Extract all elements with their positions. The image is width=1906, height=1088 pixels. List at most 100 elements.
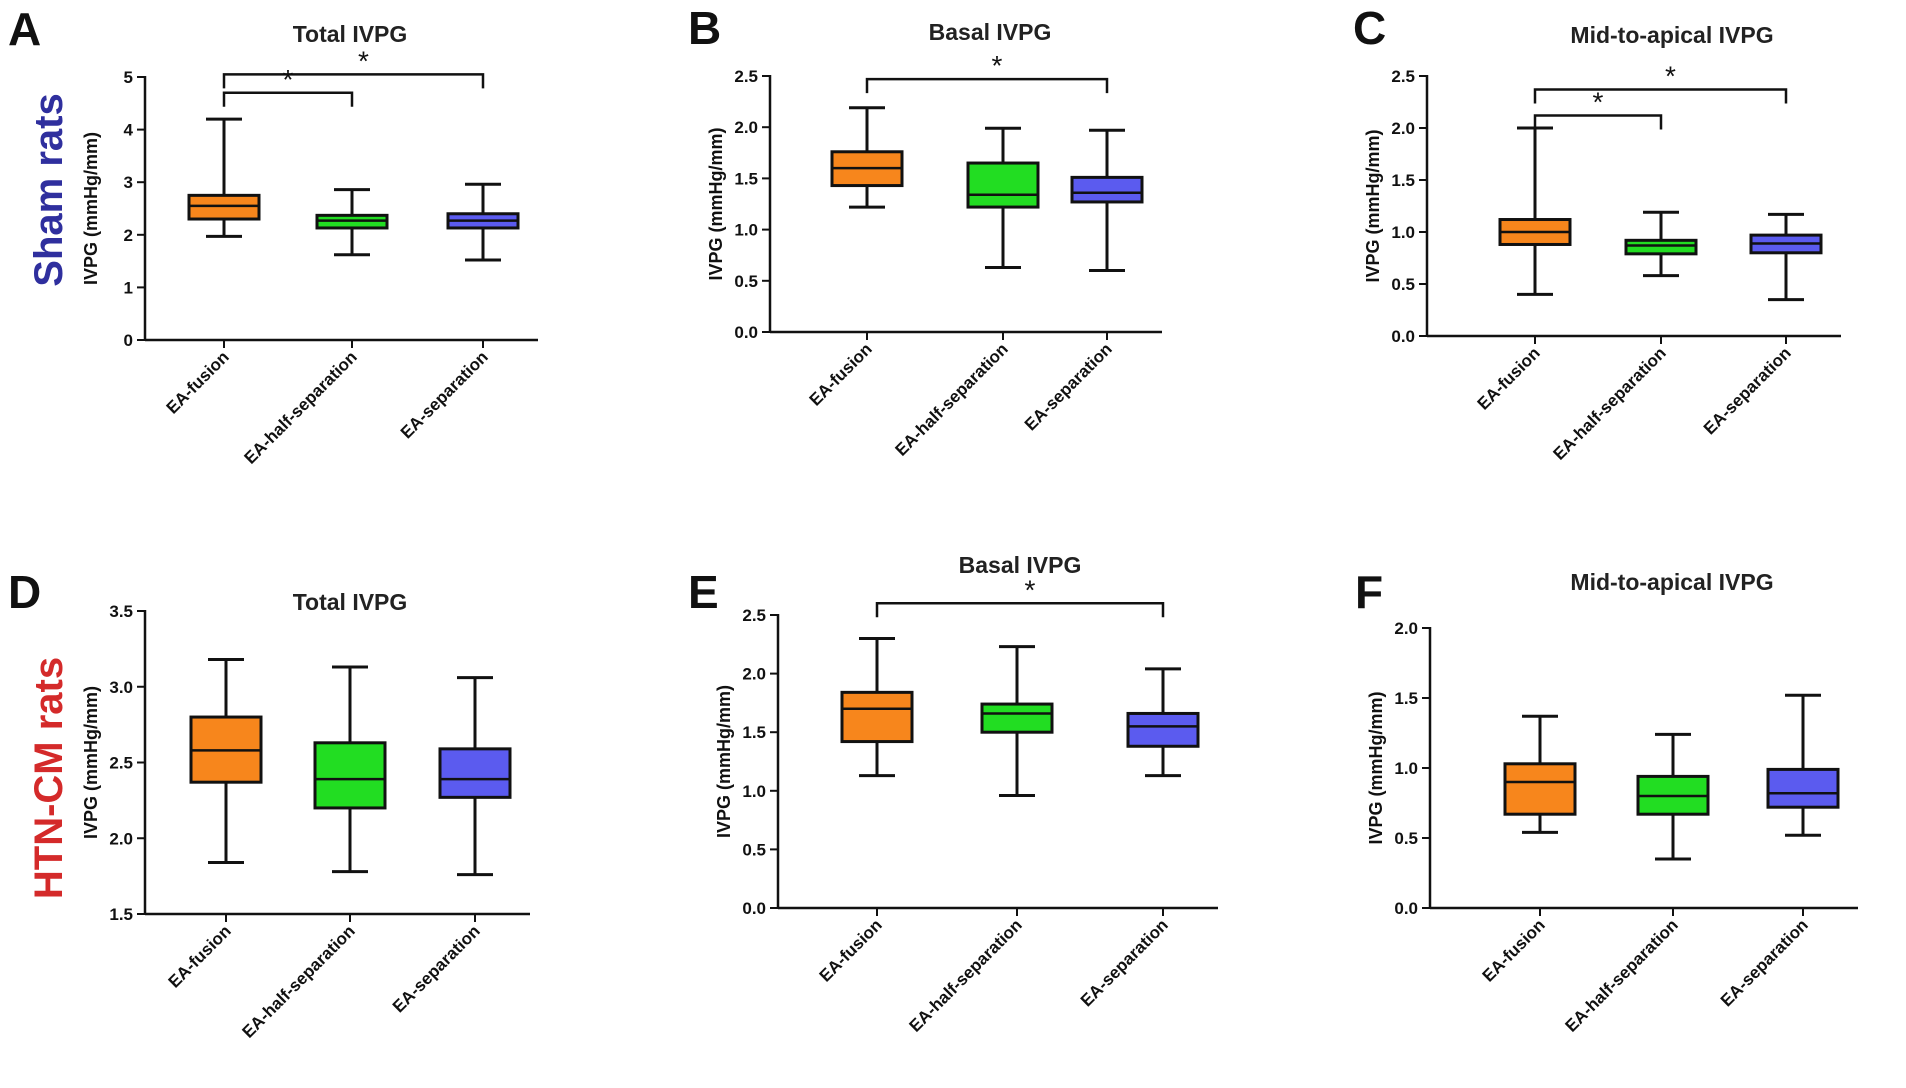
y-tick-label: 1.5: [734, 169, 758, 188]
panel-title: Basal IVPG: [929, 19, 1052, 45]
y-tick-label: 1.0: [734, 221, 758, 240]
x-tick-label: EA-half-separation: [1550, 343, 1670, 463]
y-tick-label: 1: [124, 278, 133, 297]
box-ea-half-separation: [1624, 238, 1698, 256]
y-tick-label: 0.5: [1394, 829, 1418, 848]
box-ea-half-separation: [313, 741, 387, 810]
y-axis-label: IVPG (mmHg/mm): [714, 685, 734, 838]
x-tick-label: EA-separation: [389, 921, 484, 1016]
x-tick-label: EA-fusion: [165, 921, 235, 991]
y-tick-label: 0.0: [734, 323, 758, 342]
box-ea-fusion: [1503, 762, 1577, 816]
panel-d: D Total IVPG IVPG (mmHg/mm) 1.5 2.0 2.5 3.0 3.5…: [8, 566, 530, 1042]
panel-letter: E: [688, 566, 719, 618]
y-tick-label: 2: [124, 226, 133, 245]
x-tick-label: EA-separation: [1717, 915, 1812, 1010]
y-tick-label: 1.5: [742, 723, 766, 742]
significance-star: *: [992, 50, 1003, 81]
y-tick-label: 2.0: [1391, 119, 1415, 138]
box-ea-separation: [1766, 767, 1840, 809]
y-axis-label: IVPG (mmHg/mm): [706, 127, 726, 280]
x-tick-label: EA-fusion: [1479, 915, 1549, 985]
x-tick-label: EA-half-separation: [1562, 915, 1682, 1035]
x-tick-label: EA-fusion: [806, 339, 876, 409]
x-tick-label: EA-fusion: [163, 347, 233, 417]
y-tick-label: 1.0: [742, 782, 766, 801]
y-tick-label: 0.5: [742, 840, 766, 859]
y-tick-label: 0.0: [742, 899, 766, 918]
y-axis-label: IVPG (mmHg/mm): [81, 686, 101, 839]
box-ea-separation: [438, 747, 512, 799]
panel-b: B Basal IVPG IVPG (mmHg/mm) 0.0 0.5 1.0 1.5 2.0…: [688, 2, 1162, 460]
y-tick-label: 1.5: [1391, 171, 1415, 190]
y-tick-label: 1.0: [1394, 759, 1418, 778]
x-tick-label: EA-separation: [1077, 915, 1172, 1010]
y-tick-label: 1.5: [109, 905, 133, 924]
significance-star: *: [283, 64, 294, 95]
significance-star: *: [1025, 574, 1036, 605]
y-tick-label: 2.5: [109, 754, 133, 773]
x-tick-label: EA-fusion: [816, 915, 886, 985]
panel-f: F Mid-to-apical IVPG IVPG (mmHg/mm) 0.0 0.5 1…: [1355, 566, 1858, 1036]
x-tick-label: EA-fusion: [1474, 343, 1544, 413]
y-tick-label: 2.5: [1391, 67, 1415, 86]
y-axis-label: IVPG (mmHg/mm): [1363, 129, 1383, 282]
y-tick-label: 2.0: [1394, 619, 1418, 638]
panel-c: C Mid-to-apical IVPG IVPG (mmHg/mm) 0.0 0.5 1…: [1353, 2, 1841, 464]
significance-star: *: [1593, 87, 1604, 118]
significance-bracket: [875, 602, 1165, 618]
significance-bracket: [865, 77, 1109, 94]
panel-a: A Total IVPG IVPG (mmHg/mm) 0 1 2 3 4 5 EA-fusion…: [8, 3, 538, 468]
panel-letter: F: [1355, 566, 1383, 618]
y-tick-label: 3.0: [109, 678, 133, 697]
panel-title: Mid-to-apical IVPG: [1570, 569, 1773, 595]
row-label-sham: Sham rats: [27, 93, 71, 286]
x-tick-label: EA-separation: [1021, 339, 1116, 434]
y-tick-label: 2.0: [109, 829, 133, 848]
y-tick-label: 3: [124, 173, 133, 192]
panel-letter: A: [8, 3, 41, 55]
x-tick-label: EA-separation: [397, 347, 492, 442]
y-tick-label: 0: [124, 331, 133, 350]
box-ea-half-separation: [980, 702, 1054, 734]
box-ea-fusion: [187, 193, 261, 221]
x-tick-label: EA-separation: [1700, 343, 1795, 438]
y-tick-label: 5: [124, 68, 133, 87]
panel-letter: C: [1353, 2, 1386, 54]
box-ea-half-separation: [966, 161, 1040, 209]
y-tick-label: 0.5: [734, 272, 758, 291]
y-tick-label: 0.0: [1394, 899, 1418, 918]
y-axis-label: IVPG (mmHg/mm): [1366, 691, 1386, 844]
y-tick-label: 0.5: [1391, 275, 1415, 294]
significance-bracket: [222, 73, 485, 89]
box-ea-separation: [1070, 175, 1144, 204]
panel-letter: B: [688, 2, 721, 54]
y-tick-label: 1.5: [1394, 689, 1418, 708]
y-tick-label: 0.0: [1391, 327, 1415, 346]
x-tick-label: EA-half-separation: [239, 921, 359, 1041]
x-tick-label: EA-half-separation: [892, 339, 1012, 459]
x-tick-label: EA-half-separation: [241, 347, 361, 467]
panel-title: Mid-to-apical IVPG: [1570, 22, 1773, 48]
box-ea-fusion: [840, 690, 914, 744]
panel-title: Total IVPG: [293, 21, 408, 47]
panel-title: Basal IVPG: [959, 552, 1082, 578]
y-tick-label: 2.0: [734, 118, 758, 137]
significance-star: *: [1665, 61, 1676, 92]
panel-letter: D: [8, 566, 41, 618]
box-ea-separation: [1126, 711, 1200, 748]
y-axis-label: IVPG (mmHg/mm): [81, 132, 101, 285]
y-tick-label: 4: [124, 121, 134, 140]
x-tick-label: EA-half-separation: [906, 915, 1026, 1035]
panel-title: Total IVPG: [293, 589, 408, 615]
significance-bracket: [1533, 88, 1788, 104]
panel-e: E Basal IVPG IVPG (mmHg/mm) 0.0 0.5 1.0 1.5 2.0…: [688, 552, 1218, 1036]
y-tick-label: 1.0: [1391, 223, 1415, 242]
y-tick-label: 2.5: [734, 67, 758, 86]
significance-bracket: [1533, 114, 1663, 130]
y-tick-label: 2.0: [742, 665, 766, 684]
y-tick-label: 2.5: [742, 606, 766, 625]
y-tick-label: 3.5: [109, 602, 133, 621]
row-label-htn-cm: HTN-CM rats: [27, 657, 71, 899]
